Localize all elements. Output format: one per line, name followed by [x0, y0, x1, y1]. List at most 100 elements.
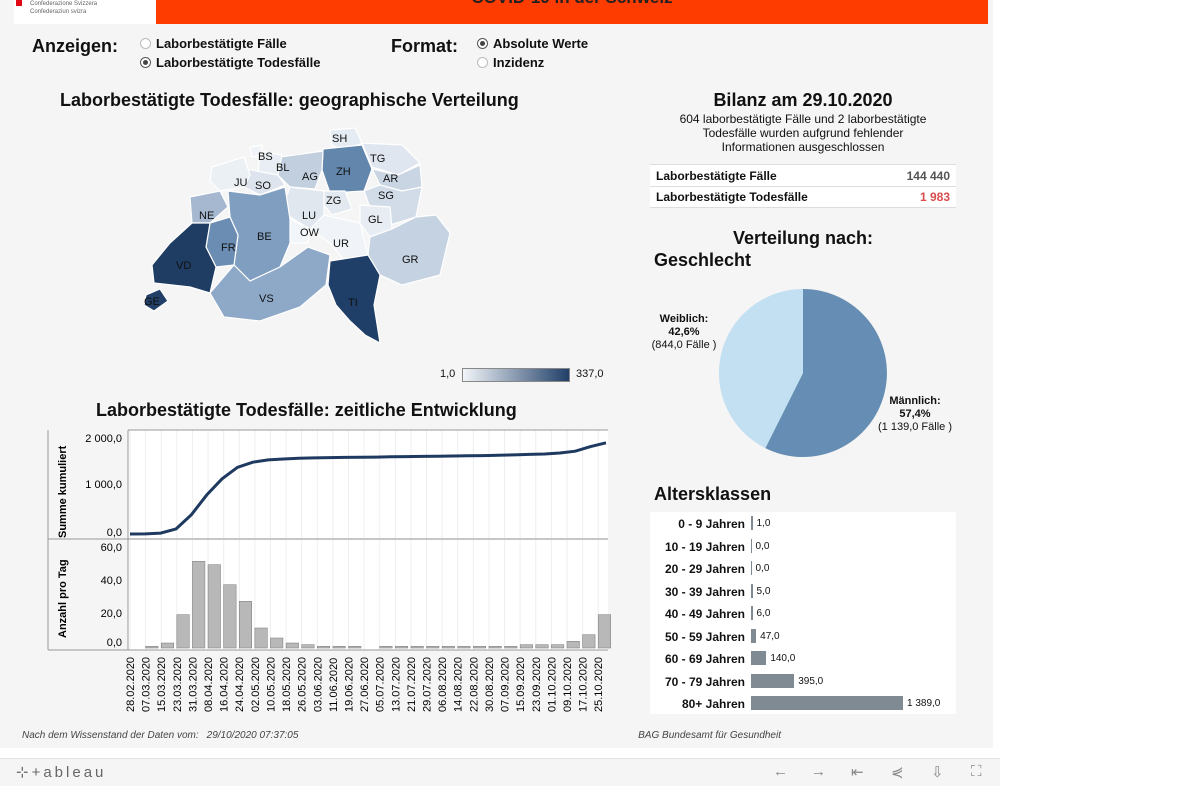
daily-bar[interactable]: [395, 646, 409, 649]
canton-label: UR: [333, 238, 349, 250]
radio-dot-selected[interactable]: [477, 38, 488, 49]
gender-pie[interactable]: [640, 285, 970, 465]
x-tick-label: 10.05.2020: [266, 657, 278, 712]
daily-bar[interactable]: [597, 614, 611, 649]
age-bar[interactable]: [751, 583, 753, 598]
radio-dot-selected[interactable]: [140, 57, 151, 68]
canton-shape-ti[interactable]: [327, 254, 381, 345]
verteilung-subtitle: Geschlecht: [654, 250, 752, 270]
daily-bar[interactable]: [473, 646, 487, 649]
daily-bar[interactable]: [332, 646, 346, 649]
top-ytick: 2 000,0: [85, 433, 122, 445]
canton-shape-vd[interactable]: [151, 222, 217, 294]
pie-slice-male[interactable]: [765, 289, 887, 457]
radio-absolute[interactable]: Absolute Werte: [477, 36, 588, 51]
age-bar[interactable]: [751, 696, 903, 710]
daily-bar[interactable]: [410, 646, 424, 649]
daily-bar[interactable]: [160, 642, 174, 649]
daily-bar[interactable]: [519, 644, 533, 649]
legend-min: 1,0: [440, 368, 456, 380]
radio-dot[interactable]: [477, 57, 488, 68]
daily-bar[interactable]: [285, 642, 299, 649]
radio-faelle-label: Laborbestätigte Fälle: [156, 36, 287, 51]
tableau-logo[interactable]: ⊹+ableau: [16, 764, 107, 781]
age-bar[interactable]: [751, 628, 757, 643]
daily-bar[interactable]: [223, 584, 237, 649]
canton-labels: SH BS BL TG ZH AG AR JU SO SG ZG NE LU G…: [144, 133, 419, 309]
daily-bar[interactable]: [192, 561, 206, 649]
anzeigen-label: Anzeigen:: [32, 36, 119, 56]
age-label: 30 - 39 Jahren: [664, 584, 745, 599]
age-bar[interactable]: [751, 606, 753, 620]
redo-icon[interactable]: →: [811, 763, 826, 780]
daily-bar[interactable]: [176, 614, 190, 649]
age-value: 140,0: [770, 653, 796, 664]
age-chart[interactable]: 0 - 9 Jahren 1,0 10 - 19 Jahren 0,0 20 - 29 …: [650, 512, 956, 714]
daily-bars[interactable]: [145, 561, 611, 649]
bilanz-row-faelle[interactable]: Laborbestätigte Fälle 144 440: [650, 164, 956, 186]
radio-faelle[interactable]: Laborbestätigte Fälle: [140, 36, 287, 51]
daily-bar[interactable]: [441, 646, 455, 649]
daily-bar[interactable]: [301, 644, 315, 649]
revert-icon[interactable]: ⇤: [851, 764, 864, 781]
daily-bar[interactable]: [504, 646, 518, 649]
daily-bar[interactable]: [535, 644, 549, 649]
x-tick-label: 30.08.2020: [484, 657, 496, 712]
cumulative-line[interactable]: [129, 441, 607, 536]
daily-bar[interactable]: [488, 646, 502, 649]
radio-dot[interactable]: [140, 38, 151, 49]
age-bar[interactable]: [751, 561, 752, 575]
x-tick-label: 05.07.2020: [375, 657, 387, 712]
time-charts[interactable]: Summe kumuliert Anzahl pro Tag 2 000,0 1…: [46, 428, 612, 716]
canton-label: LU: [302, 210, 316, 222]
altersklassen-title: Altersklassen: [654, 484, 772, 504]
bilanz-row-label: Laborbestätigte Fälle: [656, 168, 777, 183]
canton-shape-ju[interactable]: [209, 156, 251, 192]
bilanz-row-todesfaelle[interactable]: Laborbestätigte Todesfälle 1 983: [650, 186, 956, 208]
bottom-ytick: 40,0: [101, 575, 122, 587]
fullscreen-icon[interactable]: ⛶: [971, 763, 982, 780]
canton-shape-tg[interactable]: [361, 142, 421, 176]
daily-bar[interactable]: [457, 646, 471, 649]
canton-label: VD: [176, 260, 191, 272]
x-tick-label: 22.08.2020: [468, 657, 480, 712]
radio-todesfaelle[interactable]: Laborbestätigte Todesfälle: [140, 55, 320, 70]
canton-shape-bs[interactable]: [249, 144, 263, 158]
daily-bar[interactable]: [317, 646, 331, 649]
daily-bar[interactable]: [145, 646, 159, 649]
age-bar[interactable]: [751, 538, 752, 553]
age-bar[interactable]: [751, 516, 753, 530]
download-icon[interactable]: ⇩: [931, 764, 944, 781]
footer-left: Nach dem Wissenstand der Daten vom: 29/10…: [22, 730, 298, 741]
share-icon[interactable]: ⋞: [891, 764, 904, 781]
daily-bar[interactable]: [238, 601, 252, 649]
daily-bar[interactable]: [207, 564, 221, 649]
daily-bar[interactable]: [566, 641, 580, 649]
female-pct: 42,6%: [668, 326, 700, 338]
daily-bar[interactable]: [348, 646, 362, 649]
age-bar[interactable]: [751, 651, 767, 665]
age-bar[interactable]: [751, 673, 795, 688]
radio-inzidenz[interactable]: Inzidenz: [477, 55, 544, 70]
daily-bar[interactable]: [551, 644, 565, 649]
top-grid: [129, 430, 599, 538]
canton-map[interactable]: SH BS BL TG ZH AG AR JU SO SG ZG NE LU G…: [140, 125, 470, 350]
undo-icon[interactable]: ←: [773, 763, 788, 780]
daily-bar[interactable]: [379, 646, 393, 649]
top-ytick: 0,0: [107, 527, 122, 539]
canton-shape-vs[interactable]: [209, 246, 331, 322]
x-tick-label: 09.10.2020: [562, 657, 574, 712]
x-tick-label: 13.07.2020: [390, 657, 402, 712]
x-tick-label: 08.04.2020: [203, 657, 215, 712]
daily-bar[interactable]: [426, 646, 440, 649]
daily-bar[interactable]: [270, 637, 284, 649]
daily-bar[interactable]: [582, 634, 596, 649]
pie-slice-female[interactable]: [718, 288, 803, 449]
canton-label: SH: [332, 133, 347, 145]
canton-shape-ge[interactable]: [143, 288, 169, 312]
x-tick-label: 24.04.2020: [234, 657, 246, 712]
daily-bar[interactable]: [254, 627, 268, 649]
x-tick-label: 21.07.2020: [406, 657, 418, 712]
canton-label: AG: [302, 171, 318, 183]
canton-shape-ne[interactable]: [189, 190, 229, 224]
